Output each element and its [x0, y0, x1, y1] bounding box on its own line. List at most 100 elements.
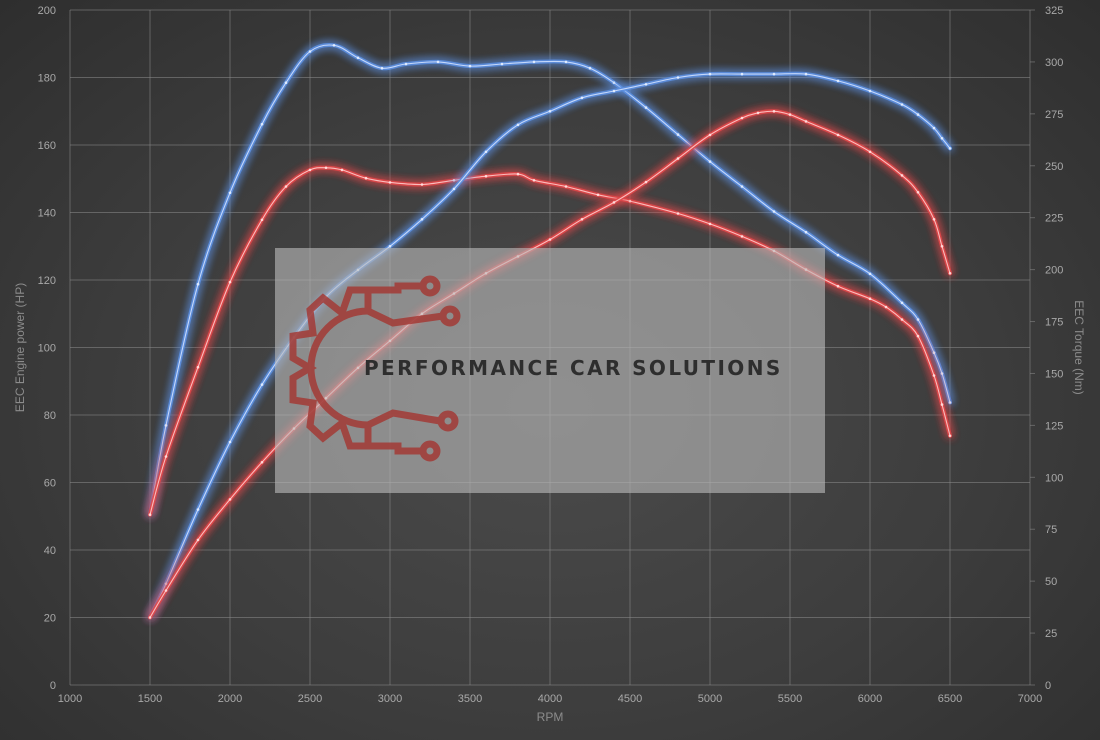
y-left-tick-label: 20: [44, 613, 56, 625]
watermark-brand-text: PERFORMANCE CAR SOLUTIONS: [364, 356, 783, 380]
y-right-tick-label: 275: [1045, 109, 1063, 121]
data-point: [740, 185, 744, 188]
data-point: [516, 123, 520, 127]
y-right-tick-label: 250: [1045, 161, 1063, 173]
data-point: [612, 201, 616, 204]
data-point: [324, 166, 328, 170]
data-point: [948, 272, 952, 275]
data-point: [676, 76, 680, 79]
series-line-core: [149, 44, 951, 516]
y-right-tick-label: 200: [1045, 265, 1063, 277]
x-tick-label: 1000: [58, 693, 82, 705]
y-left-tick-label: 40: [44, 545, 56, 557]
data-point: [836, 79, 840, 83]
data-point: [196, 538, 200, 542]
y-left-tick-label: 200: [38, 5, 56, 17]
data-point: [260, 218, 264, 222]
data-point: [708, 160, 712, 163]
x-tick-label: 5500: [778, 693, 802, 705]
data-point: [900, 301, 904, 305]
data-point: [708, 222, 712, 226]
y-right-tick-label: 50: [1045, 576, 1057, 588]
data-point: [884, 305, 888, 309]
data-point: [340, 168, 344, 172]
data-point: [932, 351, 936, 355]
data-point: [516, 172, 520, 176]
data-point: [564, 60, 568, 64]
data-point: [772, 72, 776, 76]
data-point: [756, 111, 760, 115]
data-point: [420, 183, 424, 186]
data-point: [900, 318, 904, 321]
data-point: [836, 253, 840, 257]
x-tick-label: 6000: [858, 693, 882, 705]
data-point: [452, 187, 456, 191]
x-tick-label: 2000: [218, 693, 242, 705]
y-right-tick-label: 0: [1045, 680, 1051, 692]
data-point: [900, 174, 904, 177]
data-point: [532, 179, 536, 182]
x-tick-label: 3500: [458, 693, 482, 705]
data-point: [948, 434, 952, 438]
data-point: [868, 297, 872, 301]
x-tick-label: 1500: [138, 693, 162, 705]
data-point: [436, 60, 440, 64]
data-point: [308, 50, 312, 53]
data-point: [484, 174, 488, 178]
data-point: [868, 150, 872, 154]
y-left-tick-label: 160: [38, 140, 56, 152]
data-point: [332, 44, 336, 47]
y-left-tick-label: 120: [38, 275, 56, 287]
y-right-axis-title: EEC Torque (Nm): [1072, 300, 1086, 394]
data-point: [676, 133, 680, 136]
y-right-tick-label: 300: [1045, 57, 1063, 69]
watermark: PERFORMANCE CAR SOLUTIONS: [275, 248, 825, 493]
data-point: [284, 81, 288, 84]
data-point: [404, 62, 408, 66]
data-point: [388, 181, 392, 184]
x-tick-label: 4500: [618, 693, 642, 705]
data-point: [740, 235, 744, 238]
data-point: [612, 89, 616, 93]
data-point: [916, 191, 920, 194]
y-left-tick-label: 0: [50, 680, 56, 692]
data-point: [788, 113, 792, 116]
x-tick-label: 7000: [1018, 693, 1042, 705]
data-point: [868, 89, 872, 93]
data-point: [532, 60, 536, 64]
data-point: [164, 589, 168, 592]
data-point: [564, 185, 568, 188]
data-point: [228, 498, 232, 501]
y-right-tick-label: 325: [1045, 5, 1063, 17]
data-point: [228, 440, 232, 444]
data-point: [772, 210, 776, 213]
data-point: [164, 455, 168, 458]
data-point: [580, 96, 584, 100]
x-tick-label: 4000: [538, 693, 562, 705]
data-point: [836, 133, 840, 137]
data-point: [260, 461, 264, 464]
y-right-tick-label: 225: [1045, 213, 1063, 225]
x-tick-label: 5000: [698, 693, 722, 705]
data-point: [676, 212, 680, 215]
data-point: [260, 383, 264, 386]
data-point: [380, 66, 384, 70]
y-left-tick-label: 100: [38, 343, 56, 355]
data-point: [228, 280, 232, 284]
data-point: [708, 72, 712, 76]
y-right-tick-label: 75: [1045, 524, 1057, 536]
data-point: [484, 150, 488, 154]
data-point: [452, 179, 456, 182]
x-tick-label: 6500: [938, 693, 962, 705]
y-left-tick-label: 80: [44, 410, 56, 422]
data-point: [740, 72, 744, 76]
data-point: [836, 284, 840, 288]
data-point: [900, 103, 904, 106]
data-point: [644, 180, 648, 184]
data-point: [196, 282, 200, 286]
data-point: [948, 401, 952, 404]
y-left-tick-label: 140: [38, 208, 56, 220]
data-point: [164, 424, 168, 427]
